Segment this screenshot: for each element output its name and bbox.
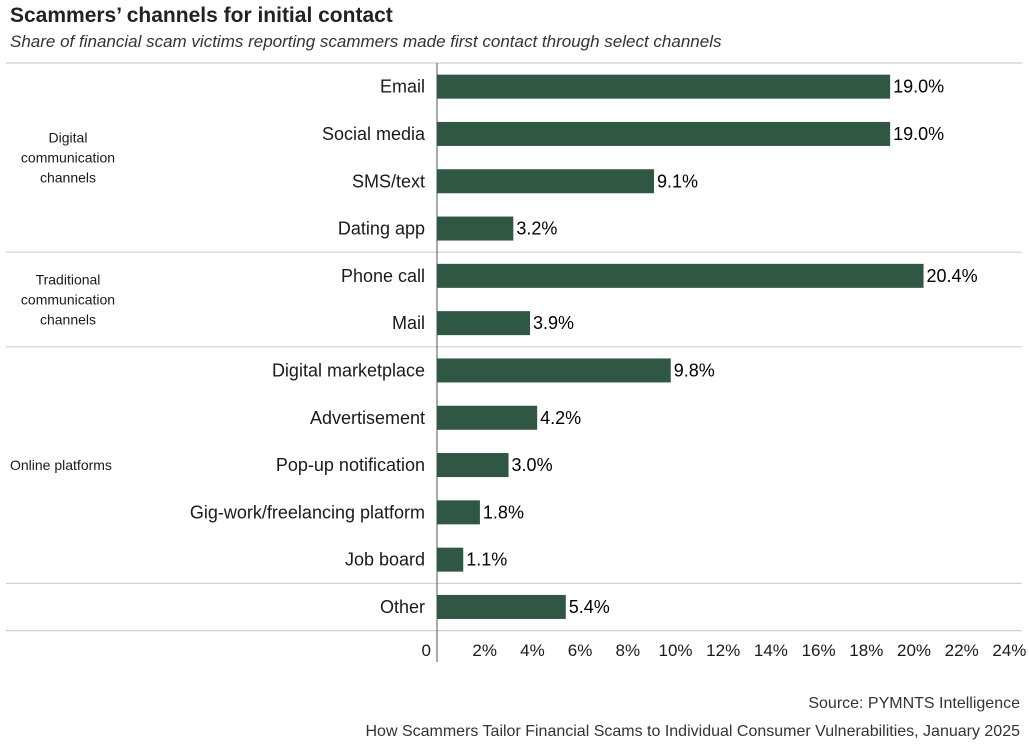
category-label: Other bbox=[380, 597, 425, 617]
category-label: Job board bbox=[345, 550, 425, 570]
value-label: 3.9% bbox=[533, 313, 574, 333]
value-label: 9.8% bbox=[674, 360, 715, 380]
bar bbox=[437, 500, 480, 525]
x-tick-label: 16% bbox=[802, 641, 836, 660]
category-label: Phone call bbox=[341, 266, 425, 286]
chart-subtitle: Share of financial scam victims reportin… bbox=[10, 32, 722, 51]
bar bbox=[437, 405, 538, 430]
category-label: Dating app bbox=[338, 219, 425, 239]
value-label: 19.0% bbox=[893, 77, 944, 97]
x-tick-label: 4% bbox=[520, 641, 545, 660]
bar-chart: Digital communication channels Traditional c… bbox=[6, 62, 1026, 662]
group-label: Online platforms bbox=[10, 457, 112, 473]
x-tick-label: 12% bbox=[706, 641, 740, 660]
group-label: channels bbox=[40, 170, 96, 186]
category-label: Mail bbox=[392, 313, 425, 333]
value-label: 9.1% bbox=[657, 171, 698, 191]
x-tick-label: 2% bbox=[472, 641, 497, 660]
bar bbox=[437, 547, 464, 572]
x-tick-label: 6% bbox=[568, 641, 593, 660]
chart-title: Scammers’ channels for initial contact bbox=[10, 4, 393, 27]
category-label: Social media bbox=[322, 124, 426, 144]
value-label: 20.4% bbox=[927, 266, 978, 286]
x-tick-label: 20% bbox=[897, 641, 931, 660]
category-label: Digital marketplace bbox=[272, 360, 425, 380]
category-label: Advertisement bbox=[310, 408, 425, 428]
value-label: 4.2% bbox=[540, 408, 581, 428]
group-label: Digital bbox=[49, 130, 88, 146]
category-label: Email bbox=[380, 77, 425, 97]
x-tick-label: 14% bbox=[754, 641, 788, 660]
group-label: channels bbox=[40, 312, 96, 328]
value-label: 1.1% bbox=[466, 550, 507, 570]
x-tick-label: 10% bbox=[658, 641, 692, 660]
x-tick-label: 24% bbox=[992, 641, 1026, 660]
value-label: 3.0% bbox=[512, 455, 553, 475]
bar bbox=[437, 74, 891, 99]
source-note: Source: PYMNTS Intelligence bbox=[808, 695, 1020, 712]
group-label: communication bbox=[21, 150, 115, 166]
x-tick-label: 8% bbox=[616, 641, 641, 660]
bar bbox=[437, 311, 531, 336]
value-label: 1.8% bbox=[483, 502, 524, 522]
report-citation: How Scammers Tailor Financial Scams to I… bbox=[365, 723, 1020, 740]
group-label: communication bbox=[21, 292, 115, 308]
bar bbox=[437, 358, 671, 383]
x-tick-label: 18% bbox=[849, 641, 883, 660]
bar bbox=[437, 169, 655, 194]
group-label: Traditional bbox=[36, 272, 101, 288]
category-label: Gig-work/freelancing platform bbox=[190, 502, 425, 522]
category-label: Pop-up notification bbox=[276, 455, 425, 475]
bar bbox=[437, 216, 514, 241]
bar bbox=[437, 121, 891, 146]
bar bbox=[437, 594, 566, 619]
value-label: 19.0% bbox=[893, 124, 944, 144]
value-label: 3.2% bbox=[516, 219, 557, 239]
x-tick-label: 22% bbox=[945, 641, 979, 660]
bar bbox=[437, 263, 924, 288]
bar bbox=[437, 453, 509, 478]
x-tick-label: 0 bbox=[422, 641, 431, 660]
value-label: 5.4% bbox=[569, 597, 610, 617]
category-label: SMS/text bbox=[352, 171, 425, 191]
